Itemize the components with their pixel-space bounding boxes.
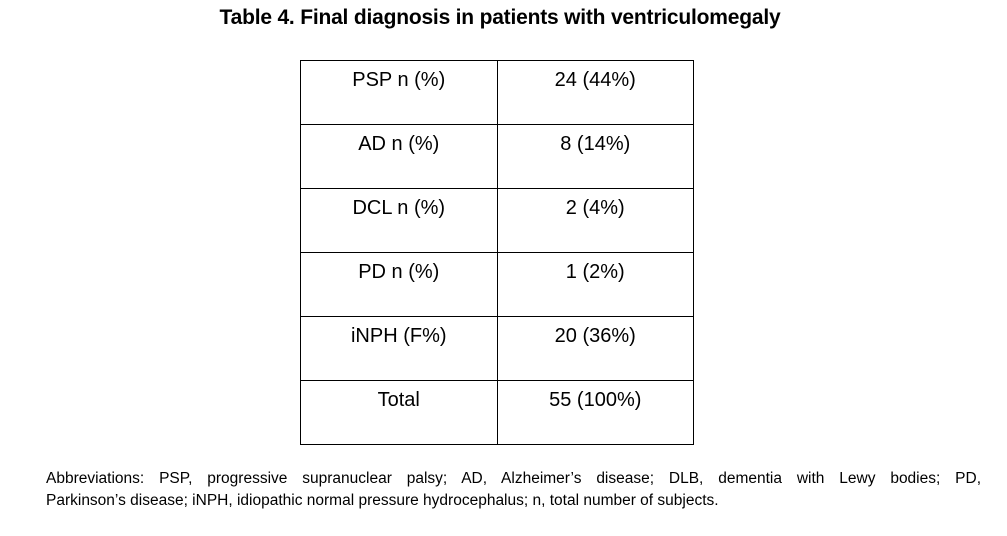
page-title: Table 4. Final diagnosis in patients wit…: [219, 6, 781, 29]
diagnosis-label-cell: PSP n (%): [300, 60, 498, 125]
table-row: DCL n (%) 2 (4%): [300, 188, 694, 253]
abbreviations-note: Abbreviations: PSP, progressive supranuc…: [46, 468, 981, 512]
diagnosis-value-cell: 8 (14%): [496, 124, 694, 189]
diagnosis-label-cell: DCL n (%): [300, 188, 498, 253]
diagnosis-value-cell: 1 (2%): [496, 252, 694, 317]
diagnosis-label-cell: Total: [300, 380, 498, 445]
table-row: PD n (%) 1 (2%): [300, 252, 694, 317]
diagnosis-value-cell: 2 (4%): [496, 188, 694, 253]
diagnosis-label-cell: PD n (%): [300, 252, 498, 317]
diagnosis-label-cell: iNPH (F%): [300, 316, 498, 381]
table-row: Total 55 (100%): [300, 380, 694, 445]
diagnosis-value-cell: 24 (44%): [496, 60, 694, 125]
table-row: iNPH (F%) 20 (36%): [300, 316, 694, 381]
table-row: PSP n (%) 24 (44%): [300, 60, 694, 125]
diagnosis-label-cell: AD n (%): [300, 124, 498, 189]
abbreviations-note-line-1: Abbreviations: PSP, progressive supranuc…: [46, 470, 981, 487]
table-row: AD n (%) 8 (14%): [300, 124, 694, 189]
diagnosis-value-cell: 20 (36%): [496, 316, 694, 381]
diagnosis-value-cell: 55 (100%): [496, 380, 694, 445]
abbreviations-note-line-2: Parkinson’s disease; iNPH, idiopathic no…: [46, 492, 719, 509]
diagnosis-table: PSP n (%) 24 (44%) AD n (%) 8 (14%) DCL …: [300, 60, 694, 445]
